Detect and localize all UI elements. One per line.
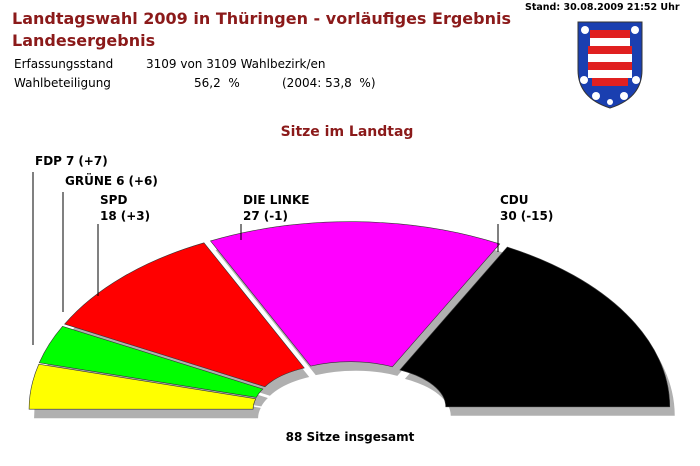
- timestamp: Stand: 30.08.2009 21:52 Uhr: [525, 2, 680, 13]
- party-label: DIE LINKE 27 (-1): [243, 193, 309, 223]
- party-name: GRÜNE: [65, 173, 112, 188]
- chart-title: Sitze im Landtag: [281, 124, 414, 140]
- seat-change: (-1): [264, 209, 288, 223]
- party-name: CDU: [500, 193, 529, 207]
- row-value: 56,2 %: [194, 76, 240, 90]
- coat-of-arms: [577, 21, 643, 109]
- seat-change: (+7): [78, 154, 107, 168]
- party-name: FDP: [35, 154, 62, 168]
- total-label: 88 Sitze insgesamt: [286, 430, 415, 444]
- seat-count: 30: [500, 209, 517, 223]
- seat-count: 7: [66, 154, 74, 168]
- seat-segment: [209, 221, 501, 368]
- party-label: GRÜNE 6 (+6): [65, 173, 158, 188]
- seat-count: 6: [116, 174, 124, 188]
- seat-count: 27: [243, 209, 260, 223]
- seat-segment: [28, 363, 257, 410]
- seat-count: 18: [100, 209, 117, 223]
- seat-change: (-15): [521, 209, 554, 223]
- title: Landtagswahl 2009 in Thüringen - vorläuf…: [12, 9, 511, 28]
- seat-segment: [38, 325, 264, 398]
- row-value: (2004: 53,8 %): [282, 76, 376, 90]
- row-value: 3109 von 3109 Wahlbezirk/en: [146, 57, 326, 71]
- seat-segment: [399, 246, 671, 408]
- party-label: CDU 30 (-15): [500, 193, 553, 223]
- party-name: SPD: [100, 193, 127, 207]
- seat-change: (+6): [128, 174, 157, 188]
- segments: [28, 221, 671, 410]
- row-label: Erfassungsstand: [14, 57, 113, 71]
- party-label: FDP 7 (+7): [35, 154, 108, 168]
- seat-change: (+3): [121, 209, 150, 223]
- subtitle: Landesergebnis: [12, 31, 155, 50]
- row-label: Wahlbeteiligung: [14, 76, 111, 90]
- seat-segment: [64, 242, 305, 388]
- party-label: SPD 18 (+3): [100, 193, 150, 223]
- party-name: DIE LINKE: [243, 193, 309, 207]
